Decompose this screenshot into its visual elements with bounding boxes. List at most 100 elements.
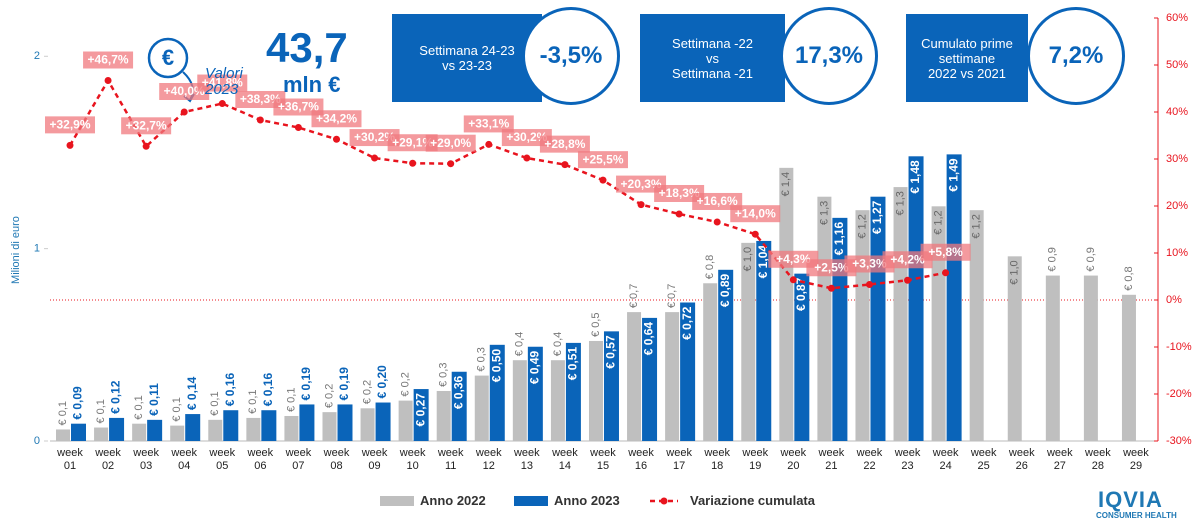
value-label: +3,3% — [852, 257, 887, 271]
value-label: € 0,1 — [247, 389, 259, 413]
x-tick-label: week 27 — [1046, 447, 1073, 472]
x-tick-label: week 06 — [247, 447, 274, 472]
kpi-box: Cumulato prime settimane 2022 vs 2021 — [906, 14, 1028, 102]
legend-swatch — [380, 496, 414, 506]
x-tick-label: week 08 — [323, 447, 350, 472]
value-label-bg — [311, 110, 362, 128]
bar — [56, 429, 70, 441]
value-label: € 0,72 — [680, 306, 694, 340]
value-label-bg — [768, 250, 819, 268]
value-label-bg — [501, 129, 552, 147]
value-label: € 1,16 — [832, 222, 846, 256]
value-label: +30,2% — [506, 130, 547, 144]
bar — [588, 340, 603, 441]
value-label-group: +32,9% — [45, 116, 95, 134]
value-label-bg — [159, 83, 210, 100]
value-label: € 0,3 — [476, 347, 488, 371]
line-point — [104, 77, 112, 85]
euro-symbol: € — [162, 45, 174, 70]
bar — [284, 415, 299, 441]
value-label-bg — [616, 175, 667, 193]
value-label: € 0,51 — [566, 347, 580, 381]
bar — [375, 402, 391, 441]
bar — [946, 154, 962, 442]
bar — [246, 417, 261, 441]
x-tick-label: week 25 — [970, 447, 997, 472]
line-point — [751, 230, 759, 238]
value-label: € 0,64 — [642, 322, 656, 356]
value-label-group: +32,7% — [121, 117, 172, 135]
x-tick-label: week 04 — [171, 447, 198, 472]
line-point — [294, 124, 302, 132]
line-point — [371, 154, 379, 162]
value-label: € 0,50 — [489, 349, 503, 383]
value-label-group: +2,5% — [806, 259, 857, 277]
value-label: +4,2% — [890, 252, 925, 266]
bar — [94, 427, 109, 441]
bar — [474, 375, 489, 441]
bar — [527, 346, 543, 441]
value-label-bg — [387, 134, 438, 152]
value-label-bg — [920, 243, 971, 261]
x-tick-label: week 16 — [628, 447, 654, 472]
bar — [565, 342, 581, 441]
value-label-group: +41,8% — [197, 74, 248, 92]
bar — [1007, 256, 1022, 441]
x-tick-label: week 24 — [932, 447, 959, 472]
value-label-bg — [349, 129, 400, 147]
line — [68, 78, 946, 290]
y2-tick-label: -20% — [1166, 388, 1192, 400]
x-tick-label: week 20 — [780, 447, 807, 472]
value-label: € 0,1 — [209, 391, 221, 415]
value-label: +46,7% — [88, 53, 129, 67]
y2-tick-label: 10% — [1166, 247, 1188, 259]
bar — [627, 312, 642, 441]
y2-tick-label: 60% — [1166, 12, 1188, 24]
x-tick-label: week 28 — [1085, 447, 1111, 472]
value-label: € 0,19 — [337, 367, 351, 401]
y-tick-label: 1 — [34, 243, 40, 255]
y2-tick-label: 20% — [1166, 200, 1188, 212]
line-point — [789, 276, 797, 284]
line-point — [218, 100, 226, 108]
bar — [817, 196, 832, 441]
line-point — [142, 142, 150, 150]
bar — [337, 404, 353, 441]
bar — [132, 423, 147, 441]
value-label: € 1,04 — [756, 245, 770, 279]
value-label: +29,1% — [392, 135, 433, 149]
line-point — [713, 218, 721, 226]
bar — [794, 273, 810, 441]
line-point — [409, 159, 417, 167]
value-label: € 0,27 — [413, 393, 427, 427]
bar — [680, 302, 696, 441]
value-label-bg — [197, 74, 248, 92]
value-label: € 0,11 — [147, 383, 161, 416]
bar — [603, 331, 619, 441]
value-label-bg — [425, 134, 476, 152]
x-tick-label: week 13 — [513, 447, 540, 472]
line-point — [675, 210, 683, 218]
bar — [170, 425, 185, 441]
logo-sub: CONSUMER HEALTH — [1096, 511, 1177, 520]
value-label: € 0,16 — [261, 373, 275, 407]
x-tick-label: week 17 — [666, 447, 692, 472]
value-label-group: +20,3% — [616, 175, 667, 193]
bar — [1045, 275, 1060, 441]
kpi-box: Settimana -22 vs Settimana -21 — [640, 14, 785, 102]
value-label-group: +4,2% — [882, 251, 933, 269]
x-tick-label: week 19 — [742, 447, 769, 472]
value-label-bg — [730, 205, 781, 223]
value-label: +32,7% — [126, 118, 167, 132]
bar — [398, 400, 413, 441]
value-label: +28,8% — [544, 137, 585, 151]
value-label: € 0,7 — [628, 284, 640, 308]
bar — [71, 423, 86, 441]
logo: IQVIA — [1098, 487, 1163, 512]
line-point — [485, 140, 493, 148]
line-point — [66, 141, 74, 149]
x-tick-label: week 01 — [57, 447, 83, 472]
line-point — [523, 154, 531, 162]
